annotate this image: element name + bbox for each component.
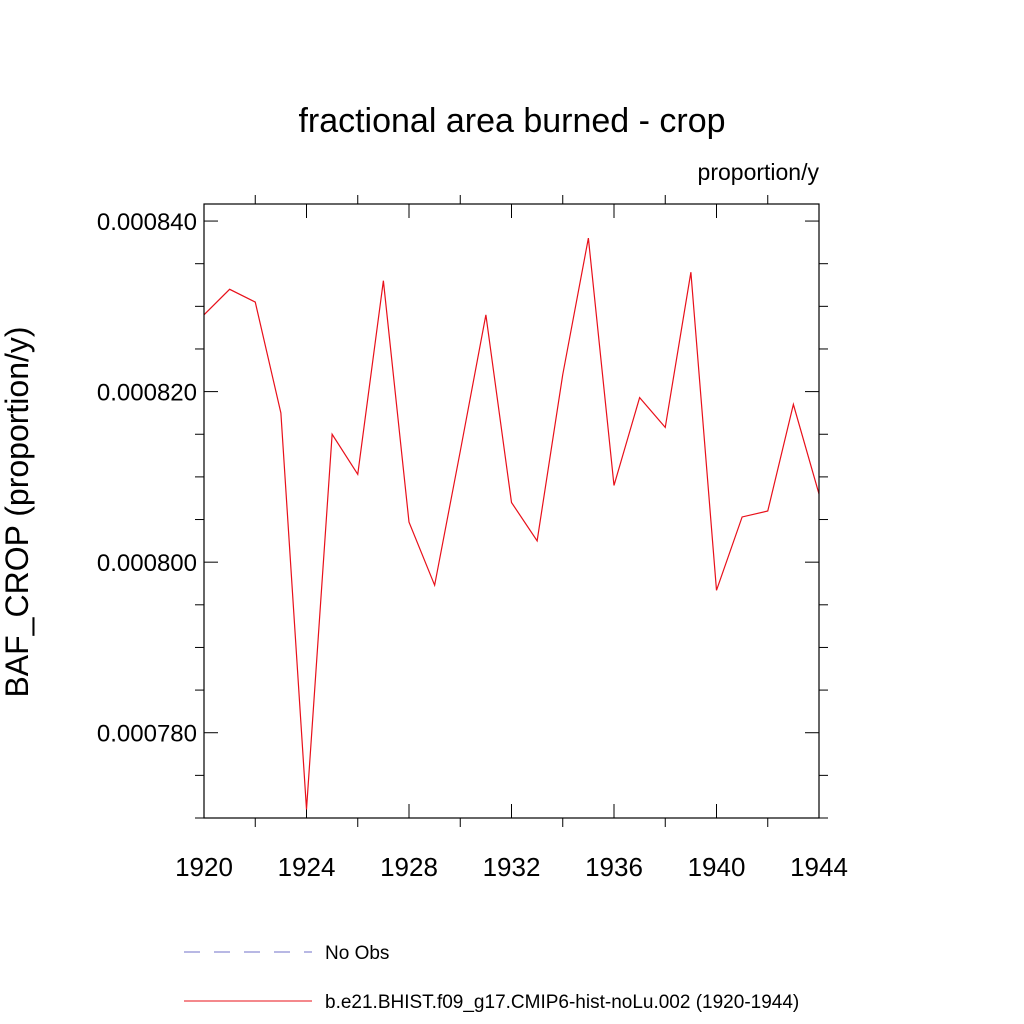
x-tick-label: 1936: [585, 852, 643, 882]
x-tick-label: 1940: [688, 852, 746, 882]
x-tick-label: 1928: [380, 852, 438, 882]
tick-labels: 1920 1924 1928 1932 1936 1940 1944 0.000780 0.00…: [97, 209, 848, 882]
x-tick-label: 1920: [175, 852, 233, 882]
chart-title: fractional area burned - crop: [298, 102, 725, 140]
x-tick-label: 1932: [483, 852, 541, 882]
units-label: proportion/y: [698, 159, 820, 185]
x-tick-label: 1944: [790, 852, 848, 882]
y-axis-label: BAF_CROP (proportion/y): [0, 326, 35, 697]
legend: No Obs b.e21.BHIST.f09_g17.CMIP6-hist-no…: [184, 943, 799, 1013]
y-tick-label: 0.000820: [97, 380, 197, 407]
plot-frame: [203, 203, 820, 819]
y-tick-label: 0.000800: [97, 550, 197, 577]
y-tick-label: 0.000840: [97, 209, 197, 236]
series-layer: [203, 237, 820, 810]
axis-ticks: [195, 195, 828, 827]
y-tick-label: 0.000780: [97, 721, 197, 748]
series-line-1: [203, 237, 820, 810]
legend-label-model: b.e21.BHIST.f09_g17.CMIP6-hist-noLu.002 …: [325, 992, 799, 1013]
x-tick-label: 1924: [278, 852, 336, 882]
legend-label-no-obs: No Obs: [325, 943, 389, 964]
